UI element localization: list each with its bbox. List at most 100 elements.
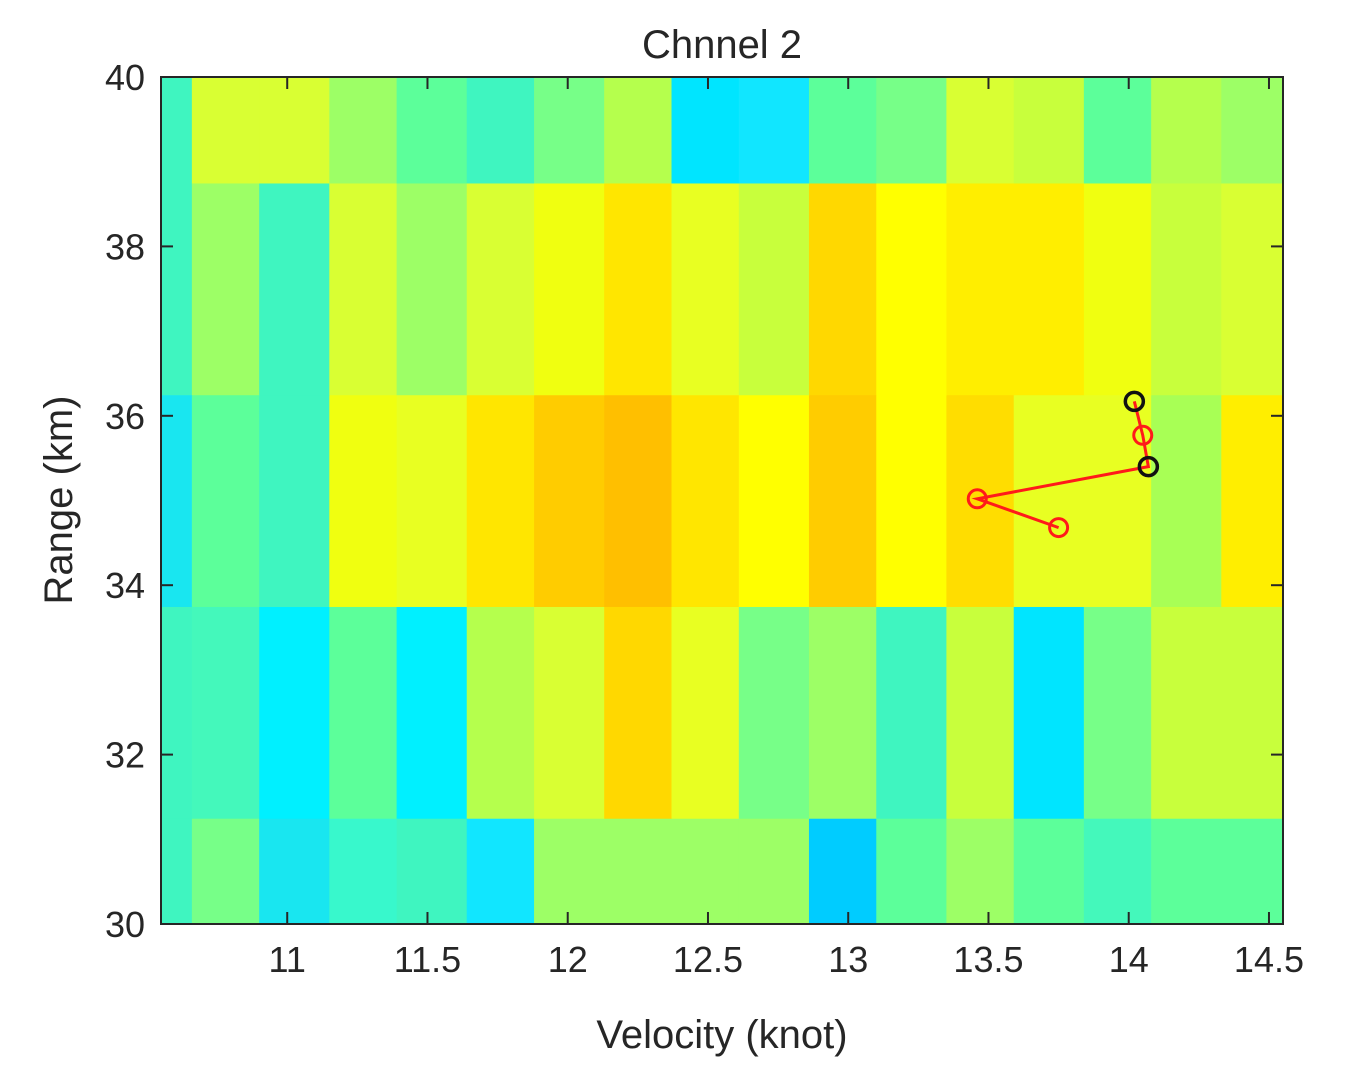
heatmap-cell (946, 818, 1015, 925)
heatmap-cell (259, 818, 330, 925)
heatmap-cell (876, 394, 947, 607)
heatmap-cell (396, 818, 468, 925)
x-tick-label: 12 (548, 939, 588, 980)
heatmap-cell (1221, 818, 1284, 925)
heatmap-cell (946, 606, 1015, 819)
heatmap-cell (329, 394, 398, 607)
heatmap-cell (329, 77, 398, 184)
heatmap-cell (1013, 818, 1085, 925)
heatmap-cell (808, 77, 877, 184)
heatmap-cell (161, 182, 193, 396)
heatmap-cell (1221, 606, 1284, 819)
heatmap-cell (946, 77, 1015, 184)
heatmap-cell (259, 394, 330, 607)
heatmap-cell (808, 394, 877, 607)
heatmap-cell (604, 77, 673, 184)
heatmap-cell (738, 818, 810, 925)
x-tick-label: 14.5 (1234, 939, 1304, 980)
heatmap-cell (259, 77, 330, 184)
heatmap-cell (1151, 77, 1222, 184)
heatmap-cell (671, 394, 740, 607)
x-tick-label: 11.5 (394, 939, 461, 980)
heatmap-cell (396, 606, 468, 819)
heatmap-cell (876, 77, 947, 184)
heatmap-cell (604, 818, 673, 925)
heatmap-cell (466, 394, 535, 607)
heatmap-cell (1083, 182, 1152, 396)
heatmap-cell (396, 394, 468, 607)
y-tick-label: 30 (105, 904, 145, 945)
heatmap-cell (876, 818, 947, 925)
heatmap-cell (329, 818, 398, 925)
heatmap-cell (466, 818, 535, 925)
heatmap-cell (738, 77, 810, 184)
heatmap-cell (1013, 77, 1085, 184)
heatmap-cell (191, 182, 260, 396)
heatmap-cell (1083, 606, 1152, 819)
x-tick-label: 13 (828, 939, 868, 980)
heatmap-cell (259, 606, 330, 819)
heatmap-cell (191, 606, 260, 819)
x-tick-label: 14 (1109, 939, 1149, 980)
heatmap-cell (738, 182, 810, 396)
heatmap-cell (671, 182, 740, 396)
y-axis-label: Range (km) (37, 396, 81, 605)
heatmap-cell (1013, 606, 1085, 819)
x-tick-label: 13.5 (953, 939, 1023, 980)
black-marker (1137, 455, 1160, 478)
heatmap-cell (329, 606, 398, 819)
heatmap-cell (1221, 182, 1284, 396)
heatmap-cell (466, 77, 535, 184)
y-tick-label: 32 (105, 735, 145, 776)
heatmap-cell (671, 606, 740, 819)
heatmap-cell (604, 182, 673, 396)
chart-title: Chnnel 2 (642, 23, 802, 67)
heatmap-cell (161, 606, 193, 819)
heatmap-cell (671, 818, 740, 925)
y-tick-label: 36 (105, 396, 145, 437)
heatmap-cell (1151, 182, 1222, 396)
heatmap-cell (1083, 77, 1152, 184)
x-tick-label: 12.5 (673, 939, 743, 980)
heatmap-cell (396, 77, 468, 184)
x-axis-label: Velocity (knot) (596, 1013, 847, 1057)
heatmap-cell (604, 606, 673, 819)
heatmap-cell (534, 77, 605, 184)
heatmap-cell (1013, 182, 1085, 396)
heatmap-cell (808, 606, 877, 819)
heatmap-cell (1151, 394, 1222, 607)
red-track-marker (1132, 424, 1154, 446)
heatmap-cell (808, 818, 877, 925)
heatmap-cell (161, 394, 193, 607)
heatmap-cell (738, 394, 810, 607)
heatmap-cell (1221, 394, 1284, 607)
plot-frame (160, 76, 1284, 925)
heatmap-cell (1221, 77, 1284, 184)
heatmap-cell (946, 182, 1015, 396)
heatmap-cell (671, 77, 740, 184)
heatmap-cell (1013, 394, 1085, 607)
x-tick-label: 11 (269, 939, 306, 980)
heatmap-cell (1151, 606, 1222, 819)
red-track-marker (966, 488, 988, 510)
heatmap-cell (808, 182, 877, 396)
heatmap-cell (191, 77, 260, 184)
heatmap-cell (1083, 818, 1152, 925)
heatmap-cell (396, 182, 468, 396)
y-tick-label: 40 (105, 57, 145, 98)
heatmap-cell (1151, 818, 1222, 925)
heatmap-cell (534, 182, 605, 396)
heatmap-cell (534, 606, 605, 819)
heatmap-cell (534, 394, 605, 607)
red-track-line (971, 401, 1151, 530)
heatmap-cell (161, 77, 193, 184)
heatmap-cell (876, 606, 947, 819)
heatmap-cell (161, 818, 193, 925)
axis-ticks: 11 11.5 12 12.5 13 13.5 14 14.5 30 32 34 36 38 40 (105, 57, 1304, 980)
heatmap-cell (259, 182, 330, 396)
heatmap-cell (191, 818, 260, 925)
y-tick-label: 38 (105, 226, 145, 267)
data-tracks (966, 390, 1160, 539)
heatmap-cell (876, 182, 947, 396)
